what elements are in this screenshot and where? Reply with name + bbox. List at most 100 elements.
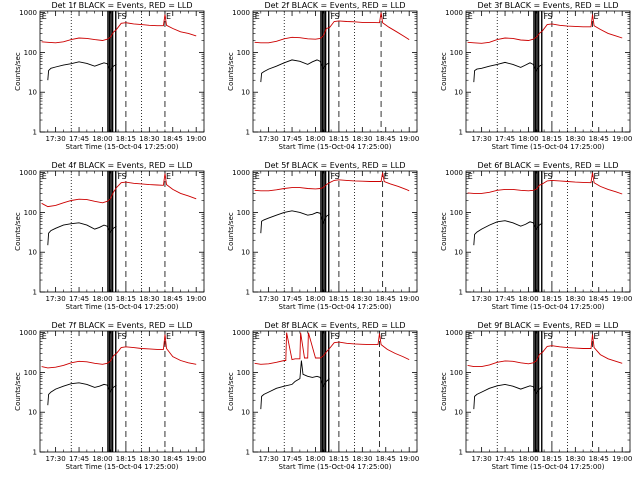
y-tick-label: 1000 — [445, 9, 463, 17]
x-tick-label: 19:00 — [186, 455, 206, 463]
chart-title: Det 9f BLACK = Events, RED = LLD — [477, 321, 618, 330]
events-series-line — [47, 61, 117, 81]
event-marker-label: F — [118, 172, 123, 181]
event-marker-label: S — [547, 172, 552, 181]
y-tick-label: 10 — [241, 409, 250, 417]
x-tick-label: 17:30 — [472, 295, 492, 303]
y-axis-label: Counts/sec — [227, 212, 235, 251]
chart-title: Det 1f BLACK = Events, RED = LLD — [51, 1, 192, 10]
chart-panel: Det 6f BLACK = Events, RED = LLD 1 10 100 10… — [440, 161, 632, 311]
event-marker-label: E — [381, 332, 386, 341]
chart-panel: Det 1f BLACK = Events, RED = LLD 1 10 100 10… — [14, 1, 206, 151]
event-marker-label: S — [334, 332, 339, 341]
x-tick-label: 18:30 — [565, 295, 585, 303]
event-marker-label: E — [255, 12, 260, 21]
x-tick-label: 18:00 — [92, 295, 112, 303]
chart-panel: Det 9f BLACK = Events, RED = LLD 1 10 100 10… — [440, 321, 632, 471]
x-tick-label: 17:45 — [495, 455, 515, 463]
event-marker-label: E — [255, 172, 260, 181]
chart-title: Det 6f BLACK = Events, RED = LLD — [477, 161, 618, 170]
event-marker-label: S — [121, 172, 126, 181]
chart-title: Det 4f BLACK = Events, RED = LLD — [51, 161, 192, 170]
x-tick-label: 18:30 — [352, 455, 372, 463]
y-tick-label: 10 — [454, 409, 463, 417]
x-tick-label: 18:15 — [542, 135, 562, 143]
x-tick-label: 18:15 — [542, 295, 562, 303]
y-tick-label: 10 — [28, 409, 37, 417]
events-series-line — [473, 383, 543, 410]
x-axis-label: Start Time (15-Oct-04 17:25:00) — [279, 303, 392, 311]
chart-title: Det 7f BLACK = Events, RED = LLD — [51, 321, 192, 330]
x-axis-label: Start Time (15-Oct-04 17:25:00) — [492, 303, 605, 311]
lld-series-line — [254, 332, 410, 365]
event-marker-label: E — [594, 332, 599, 341]
x-tick-label: 18:00 — [305, 295, 325, 303]
lld-series-line — [467, 334, 623, 368]
event-marker-label: E — [166, 12, 171, 21]
y-tick-label: 100 — [450, 49, 463, 57]
y-tick-label: 100 — [237, 209, 250, 217]
x-tick-label: 19:00 — [612, 135, 632, 143]
x-tick-label: 17:30 — [259, 455, 279, 463]
x-tick-label: 17:45 — [495, 295, 515, 303]
lld-series-line — [467, 172, 623, 195]
x-tick-label: 17:45 — [282, 135, 302, 143]
chart-title: Det 8f BLACK = Events, RED = LLD — [264, 321, 405, 330]
event-marker-label: S — [334, 172, 339, 181]
event-marker-label: E — [166, 332, 171, 341]
event-marker-label: S — [547, 12, 552, 21]
y-tick-label: 1000 — [19, 329, 37, 337]
lld-series-line — [41, 173, 197, 208]
chart-panel: Det 2f BLACK = Events, RED = LLD 1 10 100 10… — [227, 1, 419, 151]
y-axis-label: Counts/sec — [227, 52, 235, 91]
y-tick-label: 1 — [459, 129, 463, 137]
x-tick-label: 18:00 — [518, 135, 538, 143]
y-tick-label: 100 — [237, 369, 250, 377]
x-tick-label: 19:00 — [186, 135, 206, 143]
y-axis-label: Counts/sec — [14, 212, 22, 251]
events-series-line — [47, 222, 117, 246]
event-marker-label: S — [547, 332, 552, 341]
event-marker-label: S — [121, 12, 126, 21]
y-tick-label: 100 — [450, 209, 463, 217]
x-axis-label: Start Time (15-Oct-04 17:25:00) — [66, 303, 179, 311]
y-tick-label: 100 — [24, 209, 37, 217]
y-tick-label: 1 — [33, 129, 37, 137]
x-tick-label: 17:45 — [69, 455, 89, 463]
event-marker-label: E — [255, 332, 260, 341]
y-tick-label: 10 — [454, 249, 463, 257]
x-tick-label: 18:45 — [376, 455, 396, 463]
x-tick-label: 18:00 — [92, 135, 112, 143]
x-tick-label: 17:45 — [282, 295, 302, 303]
x-axis-label: Start Time (15-Oct-04 17:25:00) — [66, 143, 179, 151]
y-tick-label: 1000 — [19, 169, 37, 177]
x-tick-label: 18:30 — [139, 455, 159, 463]
chart-title: Det 5f BLACK = Events, RED = LLD — [264, 161, 405, 170]
event-marker-label: E — [166, 172, 171, 181]
plot-frame — [252, 10, 418, 133]
x-axis-label: Start Time (15-Oct-04 17:25:00) — [492, 143, 605, 151]
x-tick-label: 18:45 — [589, 135, 609, 143]
x-tick-label: 18:15 — [542, 455, 562, 463]
y-tick-label: 100 — [24, 369, 37, 377]
event-marker-label: E — [468, 12, 473, 21]
x-tick-label: 17:30 — [259, 295, 279, 303]
event-marker-label: S — [334, 12, 339, 21]
x-tick-label: 18:30 — [565, 455, 585, 463]
x-axis-label: Start Time (15-Oct-04 17:25:00) — [66, 463, 179, 471]
chart-title: Det 3f BLACK = Events, RED = LLD — [477, 1, 618, 10]
y-tick-label: 10 — [241, 89, 250, 97]
events-series-line — [473, 220, 543, 246]
event-marker-label: F — [331, 172, 336, 181]
event-marker-label: E — [594, 12, 599, 21]
plot-frame — [39, 170, 205, 293]
x-tick-label: 19:00 — [612, 455, 632, 463]
y-axis-label: Counts/sec — [440, 52, 448, 91]
y-tick-label: 1000 — [232, 329, 250, 337]
x-tick-label: 18:15 — [116, 295, 136, 303]
x-tick-label: 19:00 — [399, 295, 419, 303]
y-tick-label: 10 — [454, 89, 463, 97]
x-tick-label: 17:30 — [46, 295, 66, 303]
x-tick-label: 18:30 — [352, 295, 372, 303]
